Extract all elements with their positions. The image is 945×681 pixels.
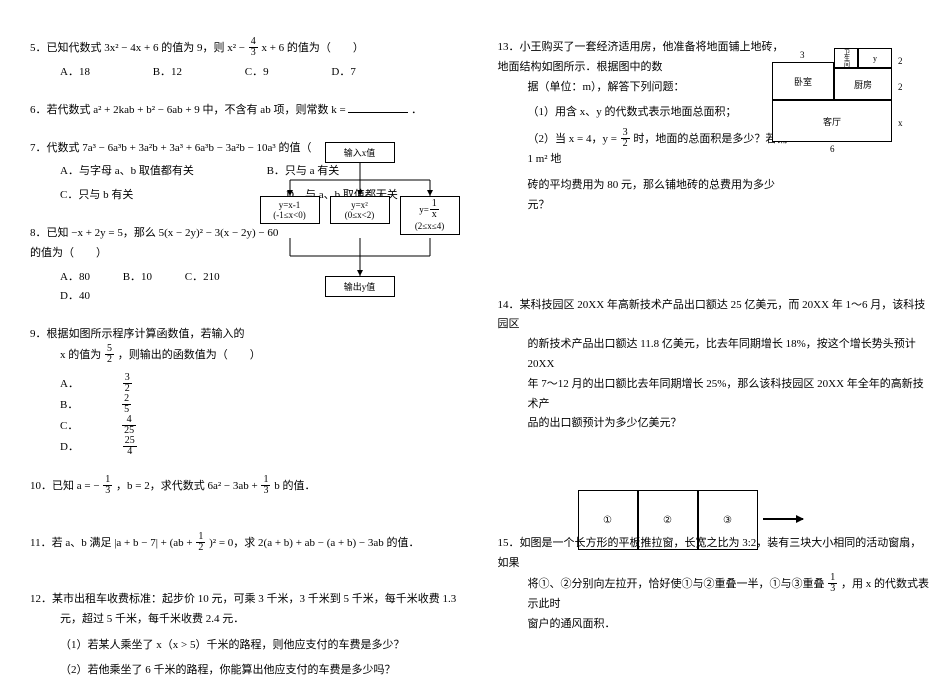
house-dim-y: y xyxy=(858,48,892,68)
house-dim-3: 3 xyxy=(800,50,805,60)
q9-text3: ，则输出的函数值为（ ） xyxy=(118,349,261,361)
q9-text1: 9．根据如图所示程序计算函数值，若输入的 xyxy=(30,328,245,340)
q9-opt-b: B． 25 xyxy=(60,395,211,416)
question-11: 11．若 a、b 满足 |a + b − 7| + (ab + 1 2 )² =… xyxy=(30,533,463,554)
q12-text2: 元，超过 5 千米，每千米收费 2.4 元． xyxy=(30,610,463,630)
q8-text: 8．已知 −x + 2y = 5，那么 5(x − 2y)² − 3(x − 2… xyxy=(30,227,278,259)
q6-text: 6．若代数式 a² + 2kab + b² − 6ab + 9 中，不含有 ab… xyxy=(30,104,348,116)
house-living: 客厅 xyxy=(772,100,892,142)
q5-opt-d: D．7 xyxy=(331,63,355,83)
q5-text: 5．已知代数式 3x² − 4x + 6 的值为 9，则 x² − xyxy=(30,42,248,54)
q5-text2: x + 6 的值为（ ） xyxy=(261,42,363,54)
q9-opt-a: A． 32 xyxy=(60,374,212,395)
house-dim-x: x xyxy=(898,118,903,128)
q7-opt-a: A．与字母 a、b 取值都有关 xyxy=(60,162,194,182)
q11-frac: 1 2 xyxy=(196,532,205,553)
q5-frac: 4 3 xyxy=(249,37,258,58)
q10-text1: 10．已知 a = − xyxy=(30,480,102,492)
q6-blank xyxy=(348,101,408,113)
q8-opt-d: D．40 xyxy=(60,287,90,307)
q9-options: A． 32 B． 25 C． 425 D． 254 xyxy=(30,374,290,458)
q12-sub2: （2）若他乘坐了 6 千米的路程，你能算出他应支付的车费是多少吗？ xyxy=(30,661,463,681)
q8-opt-c: C．210 xyxy=(185,268,220,288)
house-kitchen: 厨房 xyxy=(834,68,892,100)
question-10: 10．已知 a = − 1 3 ，b = 2，求代数式 6a² − 3ab + … xyxy=(30,476,463,497)
q11-text2: )² = 0，求 2(a + b) + ab − (a + b) − 3ab 的… xyxy=(209,537,419,549)
window-pane-1: ① xyxy=(578,490,638,550)
q14-text4: 品的出口额预计为多少亿美元？ xyxy=(498,414,931,434)
q9-opt-c: C． 425 xyxy=(60,416,216,437)
q15-text3: 窗户的通风面积． xyxy=(498,615,931,635)
window-pane-3: ③ xyxy=(698,490,758,550)
question-13: 13．小王购买了一套经济适用房，他准备将地面铺上地砖，地面结构如图所示．根据图中… xyxy=(498,38,788,216)
flow-output-box: 输出y值 xyxy=(325,276,395,297)
q5-opt-b: B．12 xyxy=(153,63,182,83)
q10-text2: ，b = 2，求代数式 6a² − 3ab + xyxy=(116,480,260,492)
flowchart-diagram: 输入x值 y=x-1 (-1≤x<0) y=x² (0≤x<2) y=1x (2… xyxy=(255,138,465,318)
q5-opt-a: A．18 xyxy=(60,63,90,83)
q7-opt-c: C．只与 b 有关 xyxy=(60,186,133,206)
house-dim-2a: 2 xyxy=(898,56,903,66)
question-12: 12．某市出租车收费标准：起步价 10 元，可乘 3 千米，3 千米到 5 千米… xyxy=(30,590,463,681)
q10-frac2: 1 3 xyxy=(261,475,270,496)
question-14: 14．某科技园区 20XX 年高新技术产品出口额达 25 亿美元，而 20XX … xyxy=(498,296,931,435)
flow-box-2: y=x² (0≤x<2) xyxy=(330,196,390,224)
window-pane-2: ② xyxy=(638,490,698,550)
q13-sub2: （2）当 x = 4，y = 3 2 时，地面的总面积是多少？若铺 1 m² 地 xyxy=(498,129,788,170)
house-bathroom: 卫生间 xyxy=(834,48,858,68)
q8-opt-b: B．10 xyxy=(123,268,152,288)
q10-text3: b 的值． xyxy=(274,480,315,492)
q10-frac1: 1 3 xyxy=(103,475,112,496)
q15-line2: 将①、②分别向左拉开，恰好使①与②重叠一半，①与③重叠 1 3 ，用 x 的代数… xyxy=(498,574,931,615)
question-6: 6．若代数式 a² + 2kab + b² − 6ab + 9 中，不含有 ab… xyxy=(30,101,463,121)
question-8: 8．已知 −x + 2y = 5，那么 5(x − 2y)² − 3(x − 2… xyxy=(30,224,290,307)
house-dim-2b: 2 xyxy=(898,82,903,92)
q11-text1: 11．若 a、b 满足 |a + b − 7| + (ab + xyxy=(30,537,195,549)
q13-text2: 据（单位：m），解答下列问题： xyxy=(498,78,788,98)
q12-sub1: （1）若某人乘坐了 x（x > 5）千米的路程，则他应支付的车费是多少？ xyxy=(30,636,463,656)
q9-line2: x 的值为 5 2 ，则输出的函数值为（ ） xyxy=(30,345,290,366)
house-dim-6: 6 xyxy=(830,144,835,154)
flow-input-box: 输入x值 xyxy=(325,142,395,163)
q8-opt-a: A．80 xyxy=(60,268,90,288)
question-9: 9．根据如图所示程序计算函数值，若输入的 x 的值为 5 2 ，则输出的函数值为… xyxy=(30,325,290,458)
q12-text1: 12．某市出租车收费标准：起步价 10 元，可乘 3 千米，3 千米到 5 千米… xyxy=(30,593,456,605)
flow-box-1: y=x-1 (-1≤x<0) xyxy=(260,196,320,224)
q8-options: A．80 B．10 C．210 D．40 xyxy=(30,268,290,308)
q5-opt-c: C．9 xyxy=(245,63,269,83)
q13-text1: 13．小王购买了一套经济适用房，他准备将地面铺上地砖，地面结构如图所示．根据图中… xyxy=(498,41,784,73)
q13-sub1: （1）用含 x、y 的代数式表示地面总面积； xyxy=(498,103,788,123)
window-diagram: ① ② ③ xyxy=(578,490,763,556)
q14-text1: 14．某科技园区 20XX 年高新技术产品出口额达 25 亿美元，而 20XX … xyxy=(498,299,926,331)
q9-frac: 5 2 xyxy=(105,344,114,365)
house-bedroom: 卧室 xyxy=(772,62,834,100)
q14-text2: 的新技术产品出口额达 11.8 亿美元，比去年同期增长 18%，按这个增长势头预… xyxy=(498,335,931,375)
q13-sub2b: 砖的平均费用为 80 元，那么铺地砖的总费用为多少元？ xyxy=(498,176,788,216)
window-arrow-icon xyxy=(763,518,803,520)
q9-opt-d: D． 254 xyxy=(60,437,217,458)
q6-text2: ． xyxy=(411,104,422,116)
q14-text3: 年 7～12 月的出口额比去年同期增长 25%，那么该科技园区 20XX 年全年… xyxy=(498,375,931,415)
question-5: 5．已知代数式 3x² − 4x + 6 的值为 9，则 x² − 4 3 x … xyxy=(30,38,463,83)
house-diagram: 卧室 卫生间 y 厨房 客厅 3 2 2 x 6 xyxy=(772,48,927,158)
q9-text2: x 的值为 xyxy=(60,349,104,361)
flow-box-3: y=1x (2≤x≤4) xyxy=(400,196,460,235)
q5-options: A．18 B．12 C．9 D．7 xyxy=(30,63,463,83)
